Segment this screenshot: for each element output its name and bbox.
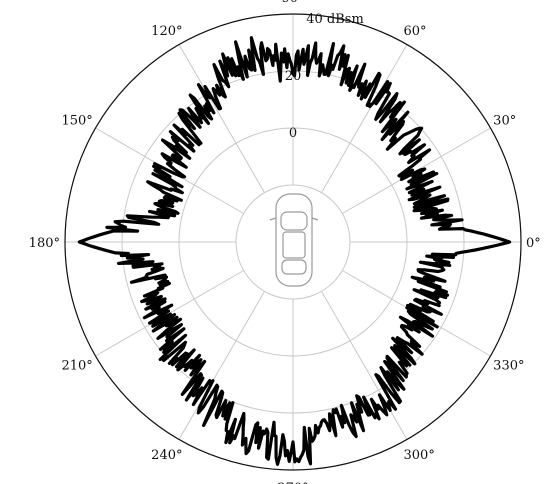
angle-tick-label-180: 180° (29, 236, 60, 251)
angle-tick-label-0: 0° (526, 236, 541, 251)
car-windshield (280, 211, 308, 231)
radial-tick-label-40: 40 dBsm (306, 12, 364, 27)
car-icon (269, 193, 319, 287)
angle-tick-label-330: 330° (493, 359, 524, 374)
trace-layer (77, 36, 512, 466)
angle-tick-label-150: 150° (61, 114, 92, 129)
grid-spoke-60 (321, 44, 408, 193)
grid-spoke-240 (178, 291, 265, 440)
angle-tick-label-300: 300° (404, 448, 435, 463)
label-layer: 0° 30° 60° 90° 120° 150° 180° 210° 240° 270° 300° 3… (29, 0, 541, 484)
angle-tick-label-240: 240° (151, 448, 182, 463)
angle-tick-label-120: 120° (151, 24, 182, 39)
angle-tick-label-60: 60° (404, 24, 427, 39)
angle-tick-label-270: 270° (277, 481, 308, 484)
angle-tick-label-30: 30° (493, 114, 516, 129)
rcs-series-line (77, 36, 512, 466)
angle-tick-label-90: 90° (281, 0, 304, 6)
car-body (275, 193, 313, 287)
car-left-mirror (269, 217, 277, 221)
outer-ring (64, 13, 522, 471)
car-rear-window (281, 259, 307, 275)
car-right-mirror (311, 217, 319, 221)
car-roof (282, 231, 306, 259)
radial-tick-label-0: 0 (289, 126, 297, 141)
grid-spoke-120 (178, 44, 265, 193)
radial-tick-label-20: 20 (285, 69, 302, 84)
angle-tick-label-210: 210° (61, 359, 92, 374)
grid-spoke-300 (321, 291, 408, 440)
